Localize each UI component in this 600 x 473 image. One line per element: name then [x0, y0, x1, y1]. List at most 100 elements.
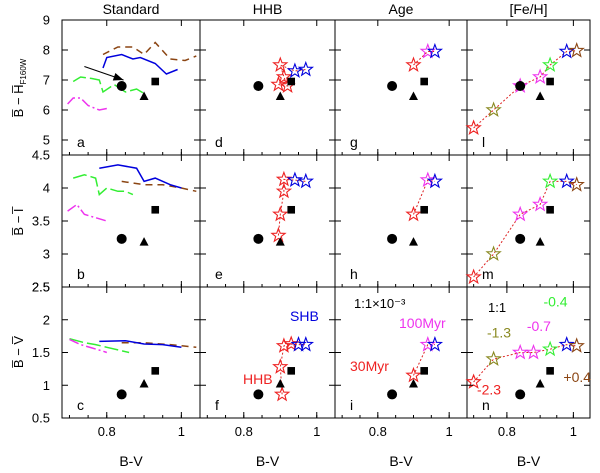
hhb-star [270, 226, 287, 243]
feh-star [541, 340, 559, 357]
model-curve [69, 337, 130, 354]
triangle-marker [535, 378, 545, 388]
square-marker [420, 367, 428, 375]
feh-star [558, 172, 575, 189]
feh-star [568, 176, 585, 192]
label-age-old: 30Myr [350, 358, 389, 374]
y-tick-label: 6 [43, 103, 50, 118]
y-axis-label: B̅ − V̅ [11, 336, 26, 368]
model-curve [69, 338, 108, 354]
circle-marker [253, 81, 264, 91]
triangle-marker [408, 237, 418, 246]
circle-marker [515, 81, 526, 91]
age-star [405, 366, 422, 383]
circle-marker [387, 81, 398, 91]
feh-star [511, 205, 529, 222]
hhb-star [297, 60, 315, 77]
model-curve [102, 53, 178, 75]
square-marker [287, 367, 296, 375]
data-marks [84, 41, 585, 402]
x-axis-label: B-V [389, 453, 413, 469]
feh-star [558, 335, 575, 352]
feh-label: -2.3 [477, 381, 501, 397]
feh-star [485, 245, 502, 261]
feh-label: -0.4 [543, 294, 567, 310]
age-star [419, 335, 436, 352]
feh-star [465, 268, 482, 285]
model-curve [67, 97, 107, 111]
square-marker [287, 77, 296, 86]
age-star [426, 172, 444, 189]
circle-marker [116, 81, 127, 91]
panel-letter: l [482, 134, 485, 150]
y-tick-label: 1.5 [32, 345, 50, 360]
circle-marker [515, 389, 526, 400]
x-tick-label: 0.8 [235, 424, 253, 439]
model-curve [99, 164, 182, 189]
circle-marker [116, 233, 127, 244]
x-tick-label: 1 [570, 424, 577, 439]
feh-star [568, 337, 585, 353]
column-title: Standard [103, 1, 160, 17]
label-feh-ratio: 1:1 [488, 300, 506, 315]
model-curve [121, 341, 197, 349]
model-curve [99, 339, 182, 349]
dotted-link-line [413, 51, 435, 66]
feh-star [485, 101, 502, 117]
y-tick-label: 3.5 [32, 214, 50, 229]
triangle-marker [408, 91, 418, 100]
y-tick-label: 5 [43, 133, 50, 148]
model-curve [72, 76, 145, 95]
hhb-star [275, 68, 293, 85]
model-curve [72, 174, 134, 196]
square-marker [420, 77, 428, 86]
label-age-ratio: 1:1×10⁻³ [354, 296, 406, 311]
dotted-link-line [473, 344, 577, 383]
panel-letter: a [77, 134, 85, 150]
hhb-star [297, 172, 315, 189]
panel-letter: n [482, 397, 490, 413]
x-tick-label: 0.8 [498, 424, 516, 439]
panel-letter: i [350, 397, 353, 413]
axis-ticks [62, 19, 590, 419]
panel-frame-f [199, 286, 336, 419]
hhb-star [297, 335, 315, 352]
x-tick-label: 1 [446, 424, 453, 439]
feh-star [531, 195, 549, 212]
y-tick-label: 0.5 [32, 411, 50, 426]
triangle-marker [139, 378, 149, 388]
square-marker [151, 205, 160, 214]
y-tick-label: 2.5 [32, 280, 50, 295]
y-tick-label: 7 [43, 73, 50, 88]
square-marker [546, 205, 554, 214]
dotted-link-line [413, 344, 435, 376]
feh-star [541, 56, 559, 73]
triangle-marker [275, 237, 285, 246]
feh-star [485, 350, 502, 366]
y-axis-label: B̅ − H̅F160W [11, 58, 28, 117]
feh-label: -0.7 [527, 318, 551, 334]
panel-letter: c [77, 397, 84, 413]
hhb-star [275, 182, 293, 199]
triangle-marker [535, 91, 545, 100]
panel-frame-l [466, 19, 591, 156]
square-marker [420, 205, 428, 214]
circle-marker [387, 233, 398, 244]
triangle-marker [275, 378, 285, 388]
triangle-marker [535, 237, 545, 246]
panel-letter: g [350, 134, 358, 150]
text-labels: Standard HHB Age [Fe/H]0.8 1B-V0.8 1B-V0.8 1B-… [11, 1, 591, 469]
hhb-star [286, 62, 304, 79]
hhb-star [273, 385, 291, 402]
x-tick-label: 0.8 [369, 424, 387, 439]
x-tick-label: 1 [178, 424, 185, 439]
circle-marker [116, 389, 127, 400]
square-marker [546, 77, 554, 86]
square-marker [151, 77, 160, 86]
x-tick-label: 1 [313, 424, 320, 439]
y-tick-label: 2.5 [32, 280, 50, 295]
label-shb: SHB [290, 308, 319, 324]
model-curves [67, 41, 577, 395]
age-star [419, 171, 436, 187]
feh-star [568, 41, 585, 58]
